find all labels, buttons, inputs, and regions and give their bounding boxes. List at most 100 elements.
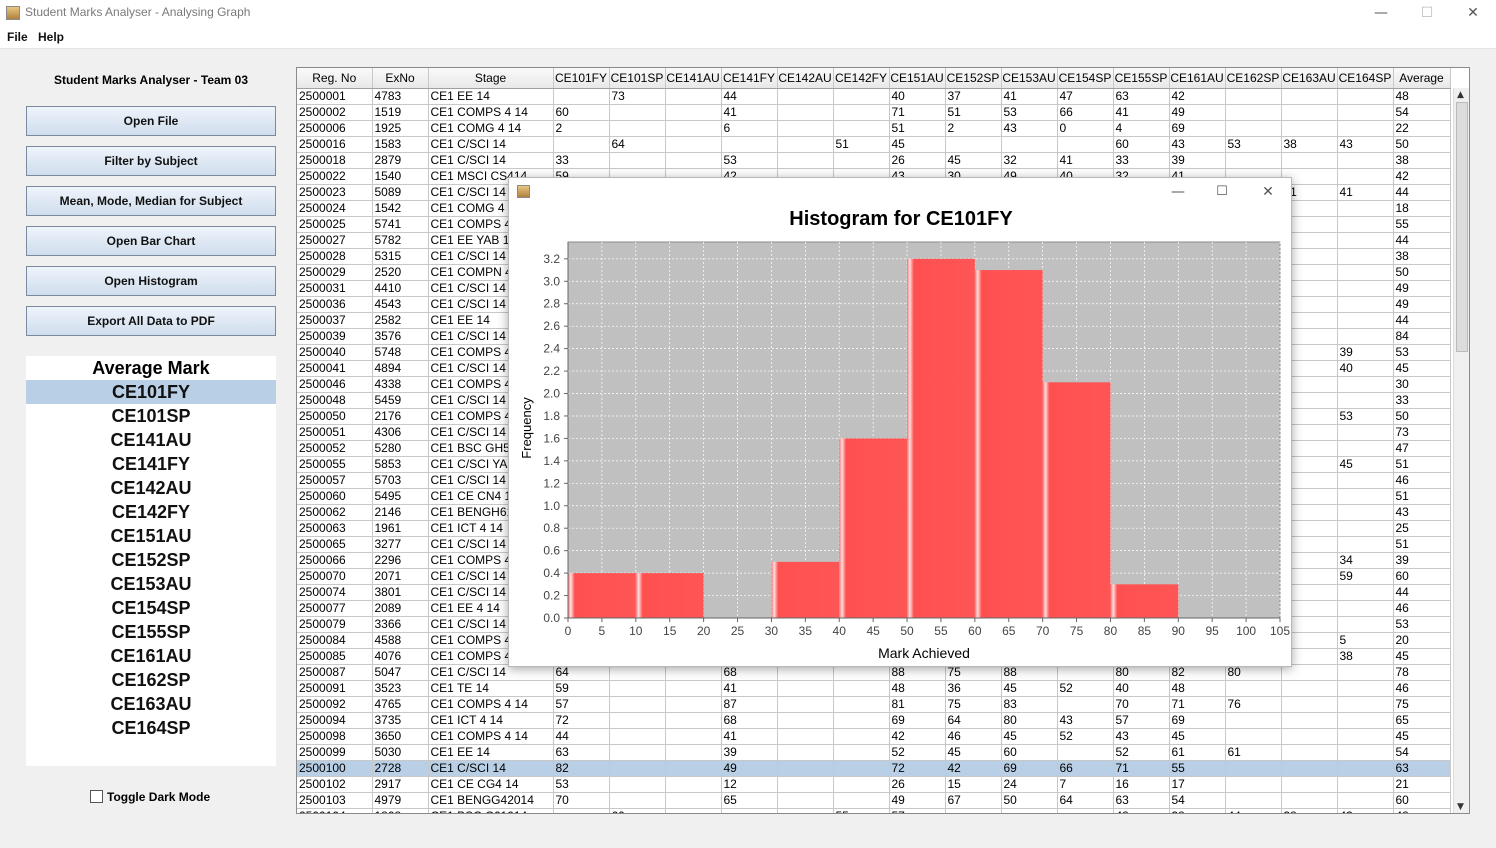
column-header[interactable]: Stage bbox=[428, 68, 554, 89]
table-cell[interactable]: 2500074 bbox=[297, 584, 373, 601]
table-cell[interactable]: 3650 bbox=[372, 728, 429, 745]
table-cell[interactable]: 2071 bbox=[372, 568, 429, 585]
table-cell[interactable]: 54 bbox=[1393, 744, 1451, 761]
table-cell[interactable]: 2500070 bbox=[297, 568, 373, 585]
table-cell[interactable] bbox=[1281, 488, 1338, 505]
table-cell[interactable] bbox=[1225, 152, 1282, 169]
table-cell[interactable] bbox=[553, 88, 610, 105]
table-cell[interactable] bbox=[777, 776, 834, 793]
table-cell[interactable]: 60 bbox=[609, 808, 666, 813]
scroll-down-icon[interactable]: ▼ bbox=[1457, 802, 1464, 812]
table-cell[interactable]: 43 bbox=[1337, 808, 1394, 813]
table-cell[interactable]: 2500002 bbox=[297, 104, 373, 121]
histogram-window[interactable]: — ☐ ✕ Histogram for CE101FY 0 5 10 15 20 25 30… bbox=[508, 177, 1292, 667]
table-cell[interactable]: 21 bbox=[1393, 776, 1451, 793]
table-cell[interactable] bbox=[1281, 312, 1338, 329]
table-cell[interactable] bbox=[833, 152, 890, 169]
table-cell[interactable]: 88 bbox=[889, 664, 946, 681]
table-cell[interactable]: 18 bbox=[1393, 200, 1451, 217]
table-cell[interactable]: 82 bbox=[1169, 664, 1226, 681]
table-cell[interactable]: 1961 bbox=[372, 520, 429, 537]
table-cell[interactable] bbox=[833, 104, 890, 121]
table-cell[interactable] bbox=[777, 712, 834, 729]
table-cell[interactable]: 46 bbox=[945, 728, 1002, 745]
table-cell[interactable]: 45 bbox=[945, 744, 1002, 761]
table-cell[interactable]: 38 bbox=[1169, 808, 1226, 813]
table-cell[interactable]: 5047 bbox=[372, 664, 429, 681]
table-cell[interactable]: 2500055 bbox=[297, 456, 373, 473]
column-header[interactable]: CE141AU bbox=[665, 68, 722, 89]
table-cell[interactable] bbox=[1281, 264, 1338, 281]
table-cell[interactable] bbox=[609, 760, 666, 777]
table-cell[interactable]: 2500063 bbox=[297, 520, 373, 537]
histogram-close-icon[interactable]: ✕ bbox=[1262, 184, 1274, 200]
table-cell[interactable]: 2500079 bbox=[297, 616, 373, 633]
table-cell[interactable] bbox=[1337, 232, 1394, 249]
table-cell[interactable]: 66 bbox=[1057, 760, 1114, 777]
table-cell[interactable] bbox=[1337, 472, 1394, 489]
table-cell[interactable] bbox=[609, 664, 666, 681]
table-cell[interactable]: 17 bbox=[1169, 776, 1226, 793]
table-cell[interactable] bbox=[1281, 216, 1338, 233]
table-cell[interactable]: 80 bbox=[1113, 664, 1170, 681]
table-cell[interactable] bbox=[1281, 280, 1338, 297]
table-cell[interactable] bbox=[609, 120, 666, 137]
table-cell[interactable] bbox=[1057, 136, 1114, 153]
table-cell[interactable]: 37 bbox=[945, 88, 1002, 105]
table-cell[interactable]: 5782 bbox=[372, 232, 429, 249]
table-cell[interactable]: 72 bbox=[889, 760, 946, 777]
table-cell[interactable]: 2500023 bbox=[297, 184, 373, 201]
table-cell[interactable]: 2520 bbox=[372, 264, 429, 281]
table-cell[interactable] bbox=[1225, 776, 1282, 793]
subject-list-item[interactable]: CE101FY bbox=[26, 380, 276, 404]
table-cell[interactable]: 46 bbox=[1393, 680, 1451, 697]
table-cell[interactable]: 55 bbox=[1169, 760, 1226, 777]
table-cell[interactable]: 49 bbox=[889, 792, 946, 809]
table-cell[interactable] bbox=[1337, 712, 1394, 729]
table-cell[interactable]: 2500066 bbox=[297, 552, 373, 569]
table-cell[interactable]: 43 bbox=[1393, 504, 1451, 521]
table-cell[interactable]: 2500001 bbox=[297, 88, 373, 105]
table-cell[interactable]: 2500041 bbox=[297, 360, 373, 377]
table-cell[interactable] bbox=[1281, 200, 1338, 217]
subject-list-item[interactable]: CE141AU bbox=[110, 430, 192, 450]
table-cell[interactable]: 2176 bbox=[372, 408, 429, 425]
table-cell[interactable] bbox=[1337, 216, 1394, 233]
table-cell[interactable]: 44 bbox=[1393, 184, 1451, 201]
table-cell[interactable] bbox=[1225, 712, 1282, 729]
table-row[interactable]: 2500091 3523 CE1 TE 14 59 41 48 36 45 52 40 48 46 bbox=[297, 680, 1451, 697]
table-cell[interactable] bbox=[1281, 376, 1338, 393]
table-cell[interactable]: 44 bbox=[1393, 584, 1451, 601]
table-cell[interactable]: 2500051 bbox=[297, 424, 373, 441]
table-cell[interactable]: 2500094 bbox=[297, 712, 373, 729]
table-cell[interactable] bbox=[1337, 504, 1394, 521]
table-cell[interactable]: 69 bbox=[889, 712, 946, 729]
table-cell[interactable] bbox=[1225, 680, 1282, 697]
subject-list-item[interactable]: CE164SP bbox=[111, 718, 191, 738]
table-cell[interactable]: 2500104 bbox=[297, 808, 373, 813]
table-cell[interactable]: 80 bbox=[1225, 664, 1282, 681]
table-cell[interactable]: 2500031 bbox=[297, 280, 373, 297]
table-cell[interactable]: 4306 bbox=[372, 424, 429, 441]
table-cell[interactable]: 3523 bbox=[372, 680, 429, 697]
table-cell[interactable]: 44 bbox=[721, 88, 778, 105]
table-cell[interactable]: 39 bbox=[1337, 344, 1394, 361]
maximize-icon[interactable]: ☐ bbox=[1420, 5, 1434, 21]
table-row[interactable]: 2500092 4765 CE1 COMPS 4 14 57 87 81 75 83 70 71 7… bbox=[297, 696, 1451, 713]
table-cell[interactable]: 6 bbox=[721, 120, 778, 137]
table-cell[interactable]: 68 bbox=[721, 664, 778, 681]
table-row[interactable]: 2500018 2879 CE1 C/SCI 14 33 53 26 45 32 41 33 39 3… bbox=[297, 152, 1451, 169]
table-cell[interactable]: 2728 bbox=[372, 760, 429, 777]
table-cell[interactable]: 43 bbox=[1169, 136, 1226, 153]
table-cell[interactable]: 26 bbox=[889, 152, 946, 169]
table-cell[interactable]: 82 bbox=[553, 760, 610, 777]
table-cell[interactable]: 63 bbox=[1113, 88, 1170, 105]
table-cell[interactable] bbox=[665, 760, 722, 777]
table-cell[interactable]: 4543 bbox=[372, 296, 429, 313]
table-cell[interactable]: 70 bbox=[553, 792, 610, 809]
table-cell[interactable] bbox=[1337, 520, 1394, 537]
table-cell[interactable]: 2500091 bbox=[297, 680, 373, 697]
table-cell[interactable] bbox=[833, 728, 890, 745]
table-cell[interactable]: 59 bbox=[1337, 568, 1394, 585]
table-row[interactable]: 2500087 5047 CE1 C/SCI 14 64 68 88 75 88 80 82 80 7… bbox=[297, 664, 1451, 681]
